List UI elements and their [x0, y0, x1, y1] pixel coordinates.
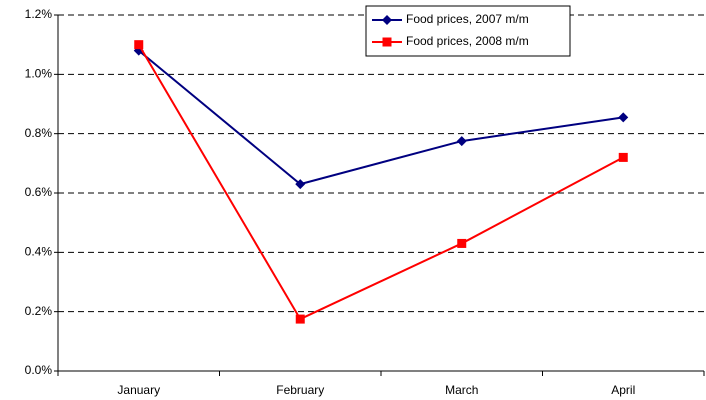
y-tick-label: 1.0%: [25, 67, 53, 81]
y-tick-label: 0.6%: [25, 185, 53, 199]
y-tick-label: 0.0%: [25, 363, 53, 377]
data-point: [295, 314, 305, 324]
legend-marker: [382, 37, 392, 47]
legend-marker: [382, 15, 392, 25]
legend-label: Food prices, 2007 m/m: [406, 12, 529, 26]
y-tick-label: 1.2%: [25, 7, 53, 21]
x-tick-label: February: [276, 383, 324, 397]
data-point: [456, 136, 467, 147]
y-tick-label: 0.8%: [25, 126, 53, 140]
data-point: [457, 238, 467, 248]
series-line: [138, 49, 624, 186]
x-tick-label: April: [611, 383, 635, 397]
x-tick-label: January: [117, 383, 160, 397]
legend-label: Food prices, 2008 m/m: [406, 34, 529, 48]
data-point: [134, 40, 144, 50]
data-point: [295, 179, 306, 190]
data-point: [618, 152, 628, 162]
data-point: [618, 112, 629, 123]
y-tick-label: 0.2%: [25, 304, 53, 318]
legend-box: [365, 5, 571, 57]
series-line: [137, 44, 624, 321]
x-tick-label: March: [445, 383, 478, 397]
y-tick-label: 0.4%: [25, 245, 53, 259]
